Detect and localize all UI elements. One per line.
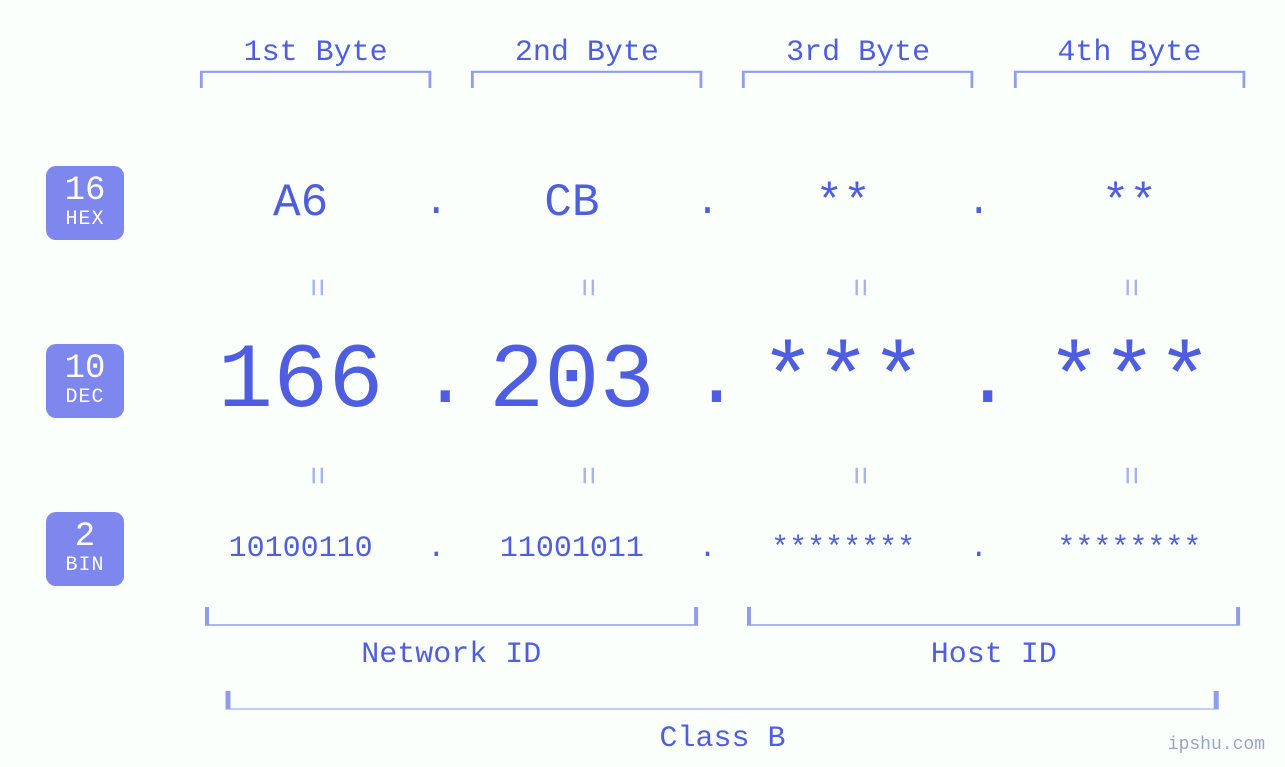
dec-byte-4: *** — [994, 311, 1265, 451]
hex-byte-1: A6. — [180, 143, 451, 263]
byte-header-3: 3rd Byte — [723, 0, 994, 70]
equals-icon: = — [994, 263, 1265, 311]
bracket-network-id — [180, 599, 723, 627]
watermark: ipshu.com — [1168, 735, 1265, 755]
ip-diagram: 1st Byte 2nd Byte 3rd Byte 4th Byte 16 H… — [40, 0, 1265, 767]
bin-byte-2: 11001011. — [451, 499, 722, 599]
bracket-top-3 — [723, 70, 994, 95]
badge-bin: 2 BIN — [40, 499, 180, 599]
equals-icon: = — [994, 451, 1265, 499]
badge-dec: 10 DEC — [40, 311, 180, 451]
dec-byte-3: ***. — [723, 311, 994, 451]
bin-byte-4: ******** — [994, 499, 1265, 599]
hex-byte-2: CB. — [451, 143, 722, 263]
dec-byte-2: 203. — [451, 311, 722, 451]
badge-bin-num: 2 — [75, 520, 95, 556]
byte-header-1: 1st Byte — [180, 0, 451, 70]
bin-byte-3: ********. — [723, 499, 994, 599]
equals-icon: = — [180, 263, 451, 311]
equals-icon: = — [180, 451, 451, 499]
hex-byte-3: **. — [723, 143, 994, 263]
equals-icon: = — [723, 263, 994, 311]
hex-byte-4: ** — [994, 143, 1265, 263]
dec-byte-1: 166. — [180, 311, 451, 451]
bracket-top-1 — [180, 70, 451, 95]
badge-hex-label: HEX — [65, 209, 104, 230]
badge-dec-label: DEC — [65, 387, 104, 408]
host-id-label: Host ID — [723, 627, 1266, 683]
badge-hex: 16 HEX — [40, 143, 180, 263]
bracket-top-4 — [994, 70, 1265, 95]
bracket-top-2 — [451, 70, 722, 95]
byte-header-2: 2nd Byte — [451, 0, 722, 70]
equals-icon: = — [723, 451, 994, 499]
badge-hex-num: 16 — [65, 174, 106, 210]
equals-icon: = — [451, 451, 722, 499]
badge-bin-label: BIN — [65, 555, 104, 576]
bracket-host-id — [723, 599, 1266, 627]
badge-dec-num: 10 — [65, 352, 106, 388]
class-label: Class B — [180, 711, 1265, 767]
bin-byte-1: 10100110. — [180, 499, 451, 599]
bracket-class — [180, 683, 1265, 711]
equals-icon: = — [451, 263, 722, 311]
byte-header-4: 4th Byte — [994, 0, 1265, 70]
network-id-label: Network ID — [180, 627, 723, 683]
